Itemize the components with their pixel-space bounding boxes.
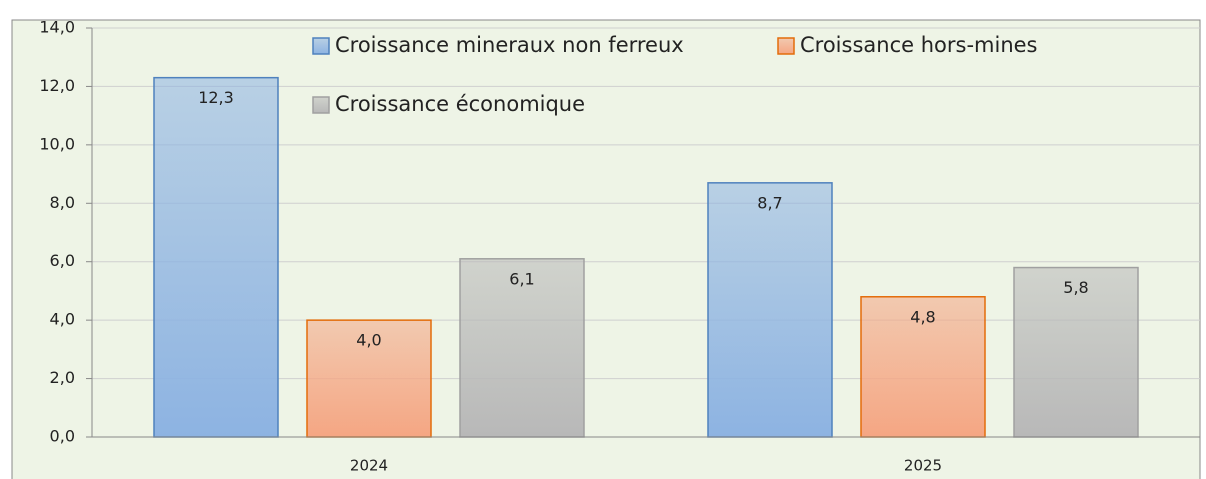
bar bbox=[459, 258, 585, 438]
legend-swatch bbox=[777, 37, 795, 55]
y-tick-label: 4,0 bbox=[50, 310, 75, 329]
y-tick-label: 8,0 bbox=[50, 193, 75, 212]
y-tick-label: 10,0 bbox=[39, 134, 75, 153]
data-label: 5,8 bbox=[1063, 278, 1088, 297]
legend-swatch bbox=[312, 37, 330, 55]
data-label: 12,3 bbox=[198, 88, 234, 107]
legend-label: Croissance hors-mines bbox=[800, 33, 1038, 57]
data-label: 4,8 bbox=[910, 307, 935, 326]
bar bbox=[707, 182, 833, 438]
bar bbox=[153, 76, 279, 438]
legend-swatch bbox=[312, 96, 330, 114]
bar bbox=[1013, 266, 1139, 438]
legend-label: Croissance mineraux non ferreux bbox=[335, 33, 684, 57]
bar bbox=[860, 296, 986, 438]
x-tick-label: 2024 bbox=[350, 457, 388, 475]
y-tick-label: 12,0 bbox=[39, 76, 75, 95]
y-tick-label: 6,0 bbox=[50, 251, 75, 270]
legend-label: Croissance économique bbox=[335, 92, 585, 116]
data-label: 6,1 bbox=[509, 269, 534, 288]
bar bbox=[306, 319, 432, 438]
y-tick-label: 0,0 bbox=[50, 427, 75, 446]
y-tick-label: 2,0 bbox=[50, 368, 75, 387]
data-label: 8,7 bbox=[757, 193, 782, 212]
y-tick-label: 14,0 bbox=[39, 18, 75, 37]
data-label: 4,0 bbox=[356, 331, 381, 350]
x-tick-label: 2025 bbox=[904, 457, 942, 475]
